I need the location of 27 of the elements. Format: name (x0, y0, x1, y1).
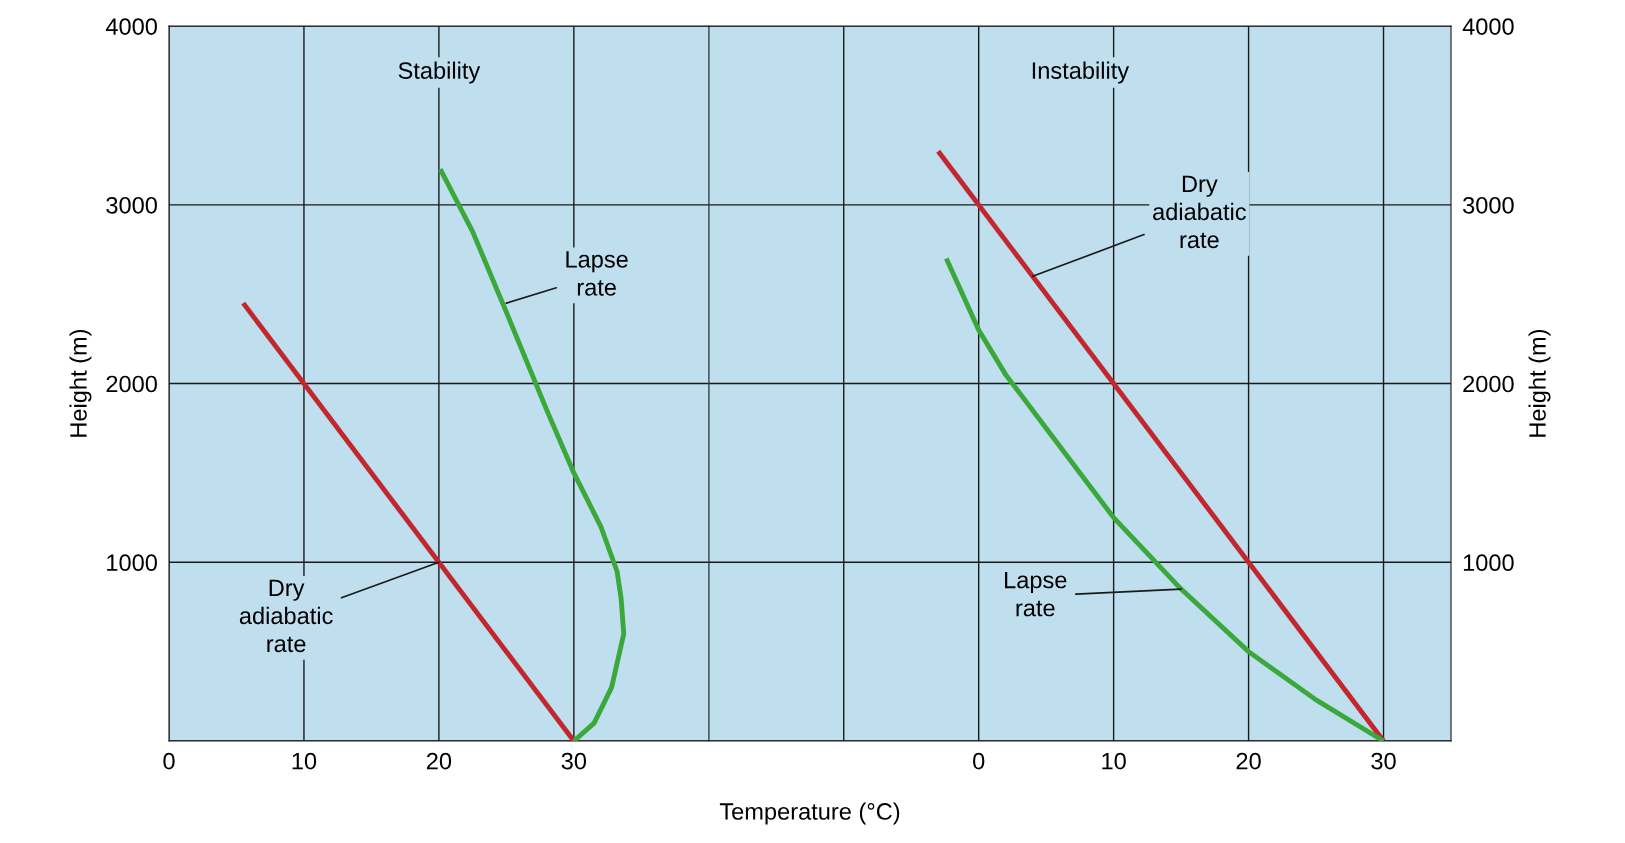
x-tick-label: 10 (292, 752, 317, 770)
y-axis-title: Height (m) (1528, 329, 1551, 437)
text: Stability (398, 61, 481, 84)
line-series (943, 256, 1386, 741)
annotation: Lapse rate (1005, 571, 1067, 617)
y-tick-label: 2000 (106, 375, 157, 393)
x-tick-label: 30 (1371, 752, 1396, 770)
x-tick-label: 30 (561, 752, 587, 770)
line-series (437, 166, 627, 741)
text: Instability (1032, 61, 1130, 84)
annotation: Lapse rate (566, 251, 628, 296)
annotation: Dry adiabatic rate (239, 579, 333, 653)
y-tick-label: 3000 (106, 196, 157, 214)
y-tick-label: 4000 (105, 18, 157, 35)
y-tick-label: 2000 (1463, 375, 1514, 393)
y-tick-label: 4000 (1462, 18, 1514, 35)
x-tick-label: 20 (1236, 752, 1261, 770)
x-tick-label: 10 (1102, 752, 1126, 770)
y-tick-label: 3000 (1463, 196, 1514, 214)
x-tick-label: 20 (426, 752, 452, 770)
x-tick-label: 0 (163, 752, 175, 770)
y-tick-label: 1000 (1463, 554, 1514, 572)
y-tick-label: 1000 (107, 554, 157, 572)
annotation: Dry adiabatic rate (1153, 175, 1246, 249)
y-axis-title: Height (m) (69, 329, 92, 437)
x-axis-title: Temperature (°C) (719, 802, 900, 825)
x-tick-label: 0 (973, 752, 985, 770)
